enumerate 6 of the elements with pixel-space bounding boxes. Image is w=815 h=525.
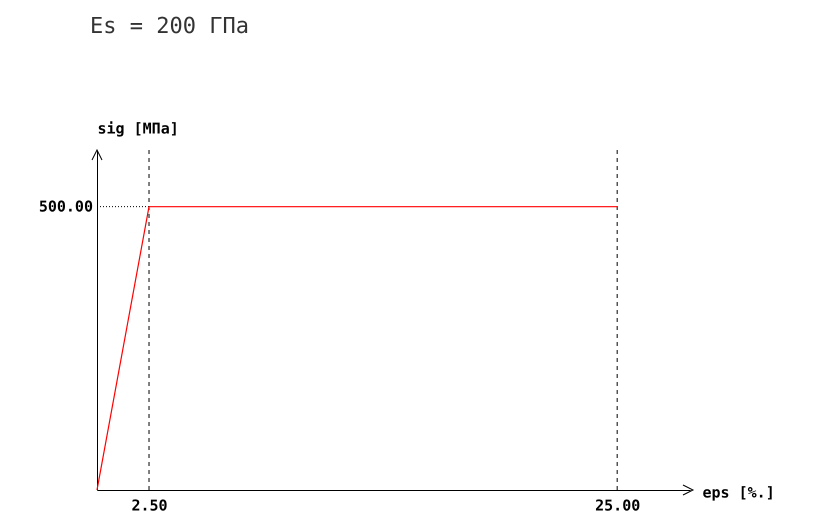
x-tick-label: 2.50 xyxy=(131,496,168,514)
x-axis-title: eps [%.] xyxy=(702,484,775,502)
x-tick-label: 25.00 xyxy=(595,496,640,514)
chart-title: Es = 200 ГПа xyxy=(90,14,249,39)
text: 500.00 xyxy=(38,198,93,216)
y-axis-title: sig [МПа] xyxy=(98,120,179,138)
